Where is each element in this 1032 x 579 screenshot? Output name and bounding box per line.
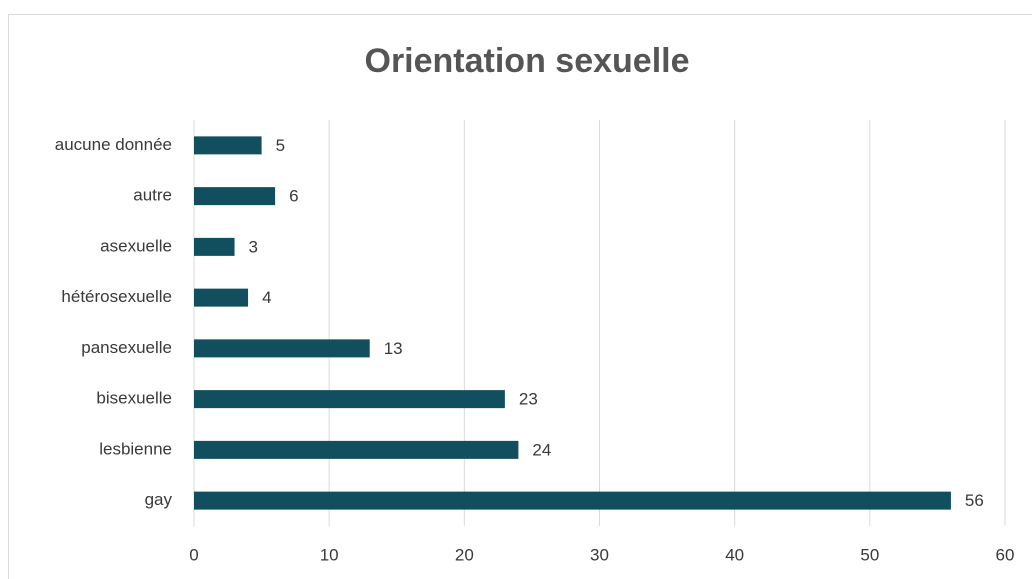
data-label: 56 — [965, 491, 984, 510]
bar — [194, 187, 276, 206]
bar — [194, 440, 519, 459]
data-label: 13 — [384, 339, 403, 358]
x-tick-label: 0 — [189, 545, 198, 564]
x-tick-label: 30 — [590, 545, 609, 564]
bar — [194, 491, 951, 510]
y-tick-label: autre — [133, 186, 172, 205]
chart-title: Orientation sexuelle — [365, 42, 690, 80]
y-tick-label: asexuelle — [100, 236, 172, 255]
data-label: 23 — [519, 390, 538, 409]
bar — [194, 237, 235, 256]
x-tick-label: 60 — [996, 545, 1015, 564]
y-tick-label: hétérosexuelle — [61, 287, 172, 306]
bar — [194, 136, 262, 155]
x-tick-label: 40 — [725, 545, 744, 564]
y-tick-label: gay — [145, 490, 173, 509]
x-tick-label: 10 — [320, 545, 339, 564]
x-tick-label: 20 — [455, 545, 474, 564]
y-tick-label: aucune donnée — [55, 135, 172, 154]
y-tick-label: bisexuelle — [96, 389, 172, 408]
data-label: 3 — [249, 237, 258, 256]
data-label: 4 — [262, 288, 271, 307]
data-label: 5 — [276, 136, 285, 155]
data-label: 24 — [532, 440, 551, 459]
chart-border — [8, 14, 1032, 579]
y-tick-label: pansexuelle — [81, 338, 172, 357]
x-tick-label: 50 — [860, 545, 879, 564]
data-label: 6 — [289, 187, 298, 206]
y-tick-label: lesbienne — [99, 439, 172, 458]
bar — [194, 288, 249, 307]
bar — [194, 390, 505, 409]
bar — [194, 339, 370, 358]
